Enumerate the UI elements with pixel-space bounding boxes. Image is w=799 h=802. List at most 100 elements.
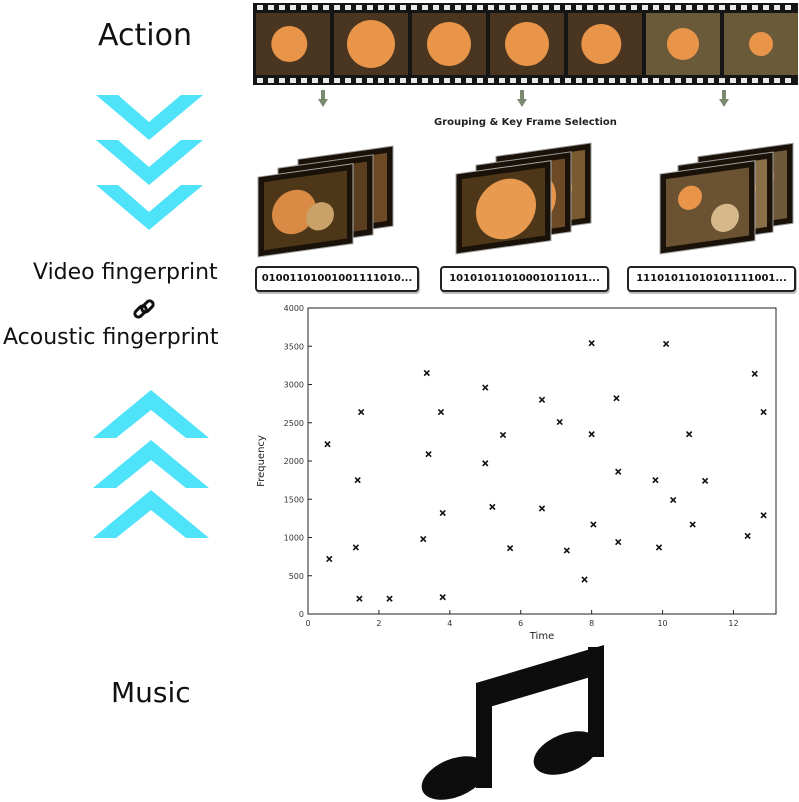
y-axis-label: Frequency xyxy=(256,435,267,487)
arrow-down-icon xyxy=(719,90,729,107)
keyframe-stack xyxy=(659,142,794,255)
film-perforation xyxy=(675,78,681,83)
film-perforation xyxy=(708,78,714,83)
film-perforation xyxy=(653,5,659,10)
film-perforation xyxy=(378,78,384,83)
film-perforation xyxy=(774,78,780,83)
film-perforation xyxy=(686,78,692,83)
film-perforation xyxy=(290,5,296,10)
film-perforation xyxy=(620,5,626,10)
music-note-icon xyxy=(421,645,604,800)
action-label: Action xyxy=(98,18,192,53)
film-perforation xyxy=(521,5,527,10)
film-perforation xyxy=(279,5,285,10)
film-perforation xyxy=(268,5,274,10)
scatter-point xyxy=(652,476,659,484)
film-frame xyxy=(490,13,564,75)
film-perforation xyxy=(664,5,670,10)
scatter-point xyxy=(354,476,361,484)
film-perforation xyxy=(785,5,791,10)
film-perforation xyxy=(675,5,681,10)
film-perforation xyxy=(532,5,538,10)
film-perforation xyxy=(642,78,648,83)
y-tick-label: 2500 xyxy=(284,419,304,428)
scatter-point xyxy=(324,441,331,448)
film-perforation xyxy=(763,5,769,10)
film-perforation xyxy=(411,78,417,83)
film-perforation xyxy=(488,5,494,10)
film-perforation xyxy=(708,5,714,10)
y-tick-label: 1500 xyxy=(284,495,304,504)
film-perforation xyxy=(697,78,703,83)
film-perforation xyxy=(686,5,692,10)
film-perforation xyxy=(741,5,747,10)
film-perforation xyxy=(301,78,307,83)
film-perforation xyxy=(521,78,527,83)
arrow-down-icon xyxy=(517,90,527,107)
film-perforation xyxy=(576,78,582,83)
film-perforation xyxy=(477,78,483,83)
film-perforation xyxy=(609,5,615,10)
keyframe-stack xyxy=(455,142,592,255)
film-perforation xyxy=(598,5,604,10)
acoustic-fingerprint-label: Acoustic fingerprint xyxy=(3,325,219,350)
film-perforation xyxy=(763,78,769,83)
scatter-point xyxy=(482,460,489,467)
scatter-point xyxy=(425,450,432,458)
film-perforation xyxy=(334,78,340,83)
arrow-down-icon xyxy=(318,90,328,107)
scatter-point xyxy=(760,408,767,416)
grouping-title: Grouping & Key Frame Selection xyxy=(434,117,617,128)
scatter-point xyxy=(701,477,709,485)
film-perforation xyxy=(400,78,406,83)
film-frame xyxy=(256,13,330,75)
film-perforation xyxy=(565,78,571,83)
scatter-point xyxy=(588,431,595,438)
scatter-point xyxy=(482,384,489,391)
film-perforation xyxy=(378,5,384,10)
film-perforation xyxy=(587,5,593,10)
film-perforation xyxy=(774,5,780,10)
scatter-point xyxy=(352,544,360,551)
scatter-point xyxy=(662,340,670,348)
y-tick-label: 3000 xyxy=(284,381,304,390)
film-perforation xyxy=(752,78,758,83)
film-perforation xyxy=(510,5,516,10)
film-perforation xyxy=(609,78,615,83)
spectrogram-scatter-chart: 0 500 1000 1500 2000 2500 3000 3500 4000 0 2 4 6 8 10… xyxy=(256,304,777,642)
scatter-point xyxy=(581,576,588,583)
x-tick-label: 2 xyxy=(376,619,381,628)
film-perforation xyxy=(697,5,703,10)
scatter-point xyxy=(689,521,696,528)
film-perforation xyxy=(279,78,285,83)
link-icon xyxy=(133,299,155,319)
film-perforation xyxy=(268,78,274,83)
music-label: Music xyxy=(111,676,191,709)
x-tick-label: 0 xyxy=(305,619,310,628)
film-frame xyxy=(568,13,642,75)
film-perforation xyxy=(565,5,571,10)
x-tick-label: 12 xyxy=(728,619,738,628)
scatter-point xyxy=(538,505,546,512)
x-tick-label: 4 xyxy=(447,619,452,628)
film-perforation xyxy=(499,5,505,10)
film-perforation xyxy=(389,5,395,10)
film-perforation xyxy=(367,78,373,83)
film-perforation xyxy=(290,78,296,83)
film-frame xyxy=(646,13,720,75)
film-perforation xyxy=(466,78,472,83)
x-tick-label: 10 xyxy=(657,619,667,628)
scatter-point xyxy=(386,595,393,602)
film-perforation xyxy=(477,5,483,10)
film-frame xyxy=(412,13,486,75)
scatter-point xyxy=(489,503,496,511)
scatter-point xyxy=(744,532,751,540)
scatter-point xyxy=(538,396,546,403)
film-perforation xyxy=(576,5,582,10)
film-perforation xyxy=(345,5,351,10)
film-perforation xyxy=(598,78,604,83)
film-perforation xyxy=(323,78,329,83)
film-perforation xyxy=(752,5,758,10)
film-perforation xyxy=(356,78,362,83)
scatter-point xyxy=(751,370,758,377)
